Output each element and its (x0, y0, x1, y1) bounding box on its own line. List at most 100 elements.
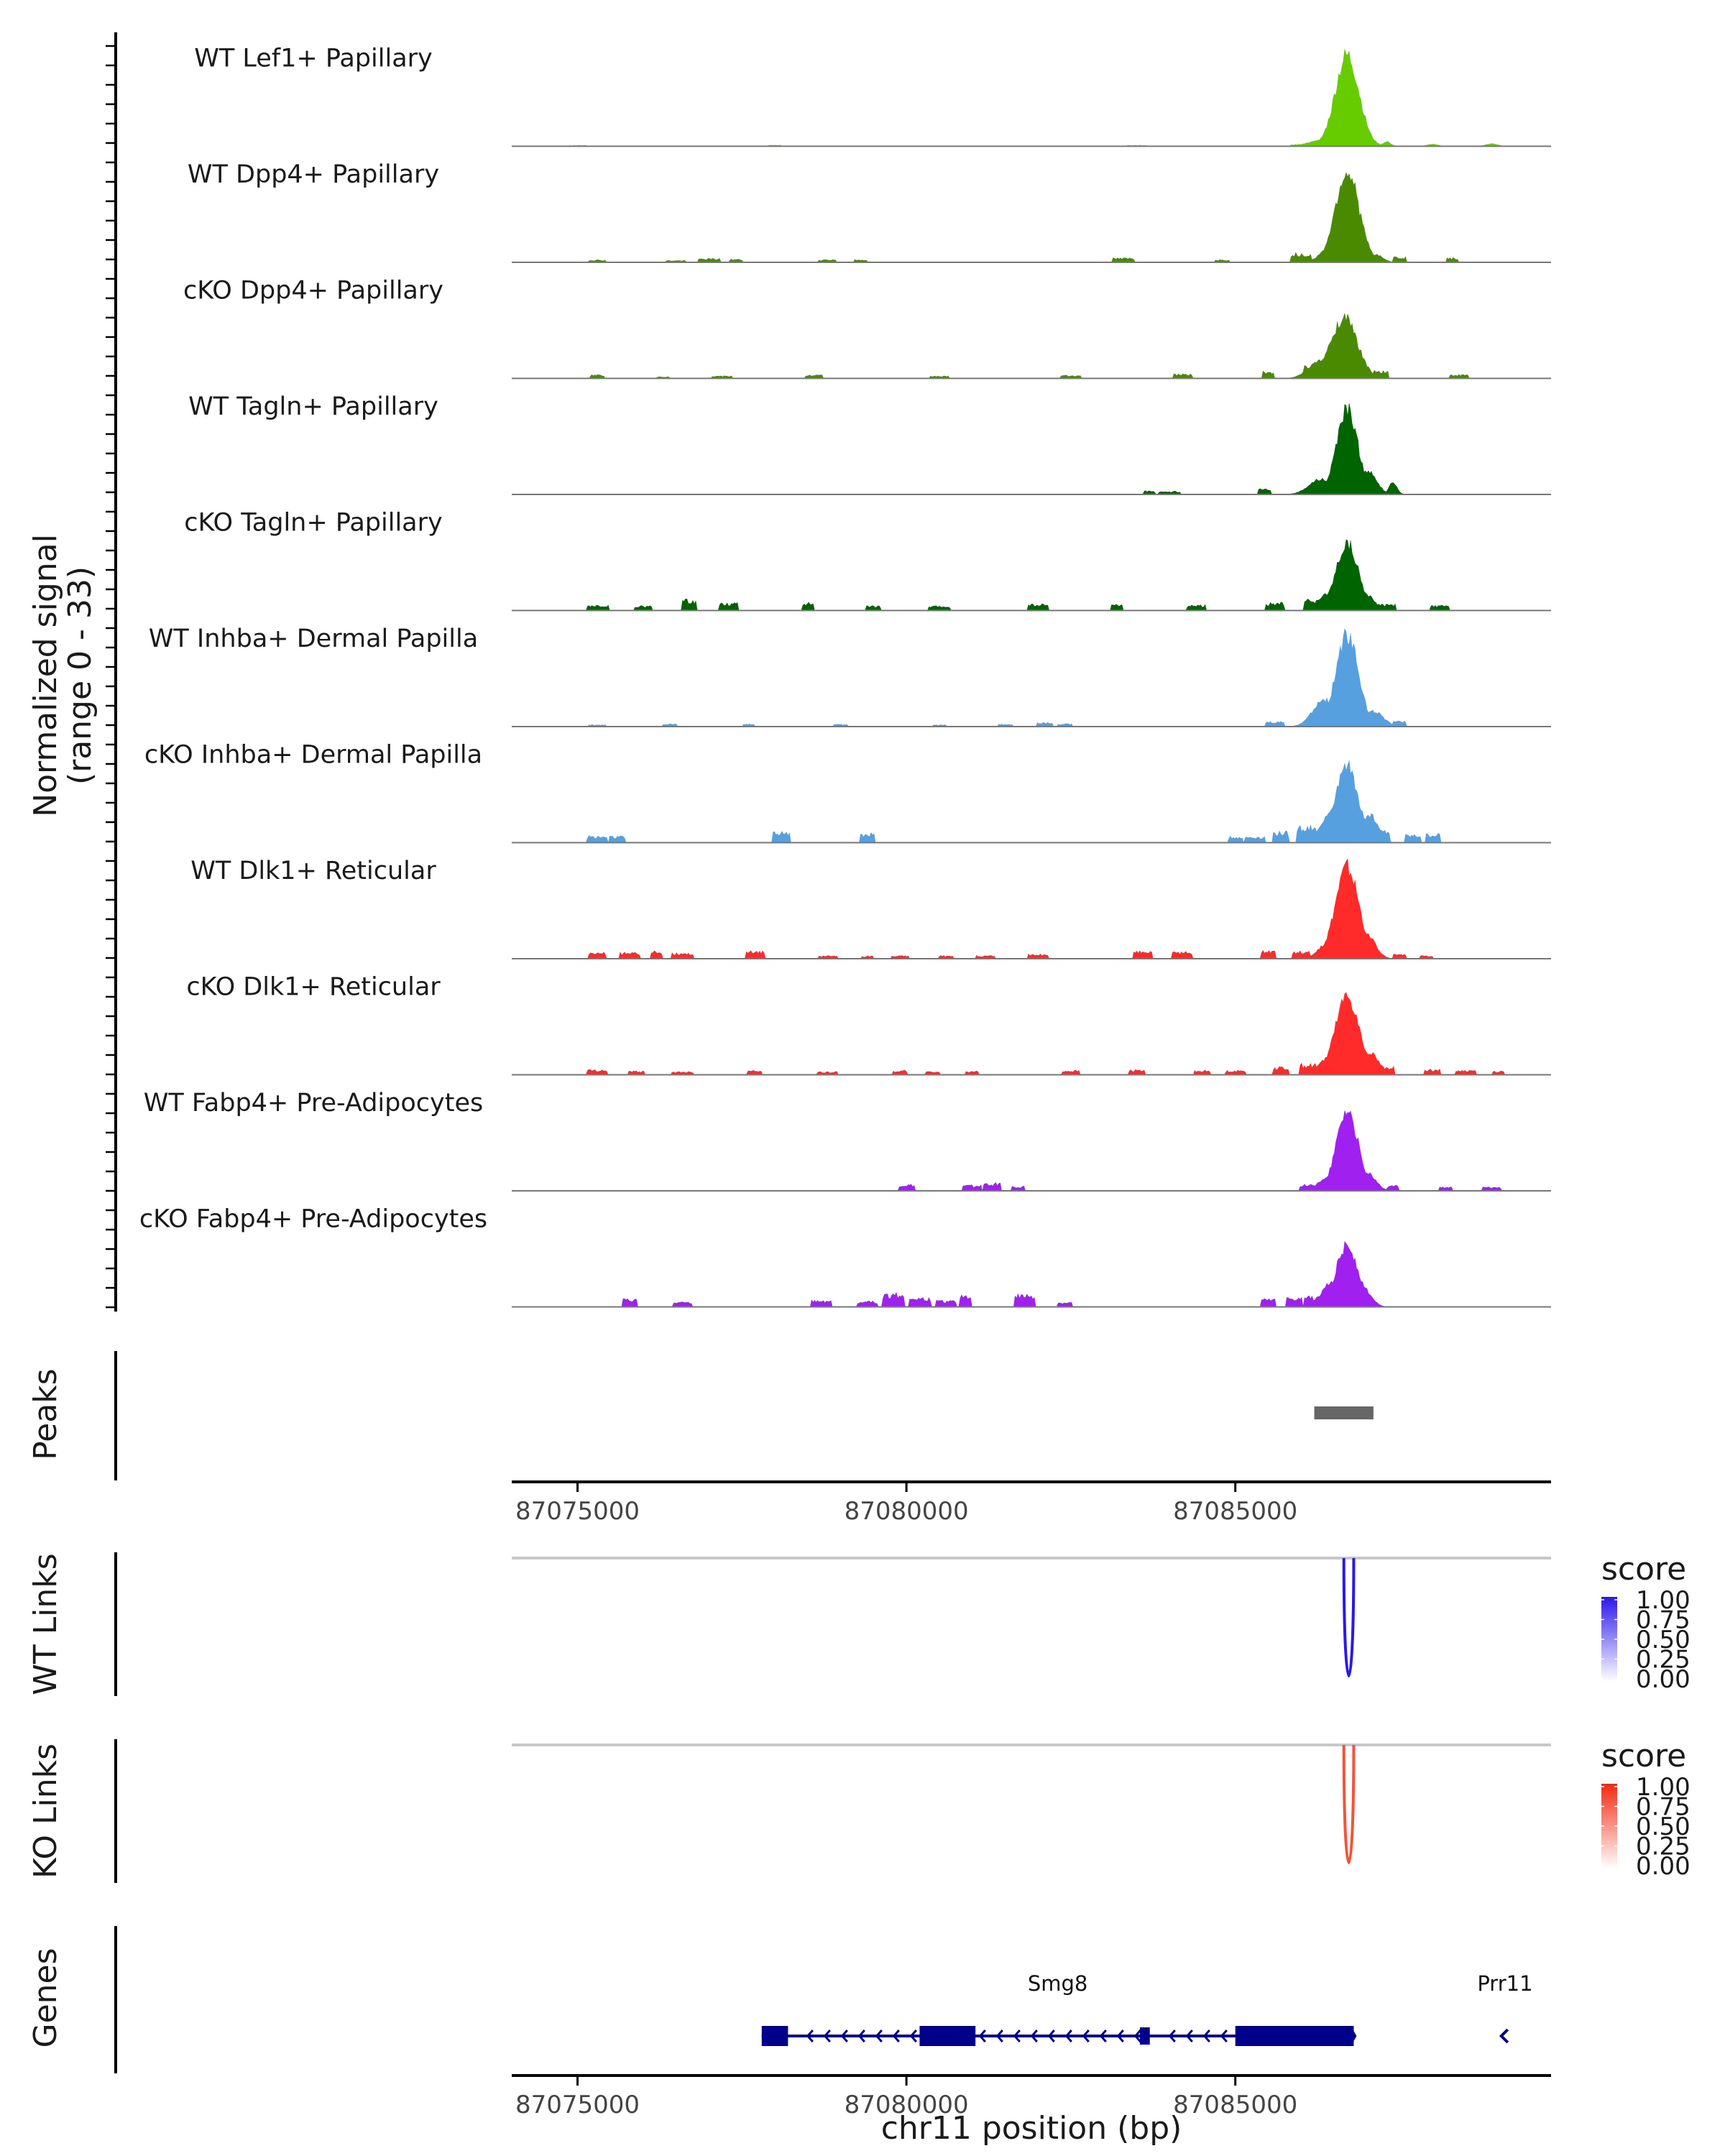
coverage-track: WT Lef1+ Papillary (194, 45, 1551, 147)
strand-arrow (1133, 2030, 1141, 2042)
legend-title: score (1601, 1738, 1686, 1774)
track-label: WT Tagln+ Papillary (188, 392, 438, 421)
coverage-area (512, 858, 1551, 959)
coverage-area (512, 1240, 1551, 1307)
axis-top-tick-label: 87080000 (845, 1497, 969, 1526)
gene-end-cap (1351, 2026, 1357, 2046)
coverage-track: WT Dpp4+ Papillary (188, 160, 1551, 263)
strand-arrow (857, 2030, 865, 2042)
legend-tick-label: 0.75 (1636, 1606, 1690, 1635)
genes-panel: Genes Smg8 Prr11 (27, 1926, 1533, 2073)
peak-marks (1314, 1406, 1374, 1419)
legend-colorbar (1601, 1784, 1617, 1869)
coverage-ylabel: Normalized signal (27, 534, 64, 817)
track-label: WT Inhba+ Dermal Papilla (149, 625, 478, 653)
strand-arrow (909, 2030, 917, 2042)
legend-tick-label: 0.00 (1636, 1665, 1690, 1694)
coverage-area (512, 760, 1551, 844)
strand-arrow (1116, 2030, 1124, 2042)
genes-label: Genes (27, 1948, 64, 2047)
coverage-area (512, 172, 1551, 263)
strand-arrow (1013, 2030, 1021, 2042)
coverage-track: cKO Inhba+ Dermal Papilla (144, 741, 1551, 844)
strand-arrow (1047, 2030, 1055, 2042)
legend-tick-label: 1.00 (1636, 1773, 1690, 1802)
link-arc (1342, 1557, 1356, 1677)
gene-name: Smg8 (1028, 1971, 1088, 1996)
coverage-y-ticks (106, 45, 116, 1309)
coverage-track: WT Tagln+ Papillary (188, 392, 1551, 495)
gene-exon (1235, 2026, 1354, 2046)
strand-arrow (1202, 2030, 1210, 2042)
legend-tick-label: 0.50 (1636, 1812, 1690, 1841)
coverage-track: cKO Dpp4+ Papillary (183, 277, 1551, 379)
axis-bottom-tick-label: 87085000 (1173, 2091, 1297, 2119)
strand-arrow (840, 2030, 848, 2042)
track-label: cKO Fabp4+ Pre-Adipocytes (139, 1205, 487, 1234)
gene-model: Smg8 (761, 1971, 1357, 2046)
legend-tick-label: 0.25 (1636, 1646, 1690, 1674)
strand-arrow (1082, 2030, 1090, 2042)
coverage-track: WT Dlk1+ Reticular (190, 857, 1551, 959)
track-label: WT Lef1+ Papillary (194, 45, 433, 73)
gene-exon (1140, 2027, 1150, 2045)
gene-exon (919, 2026, 976, 2046)
gene-model: Prr11 (1477, 1971, 1533, 2044)
genomic-axis-bottom: chr11 position (bp) 87075000 87080000 8708… (512, 2074, 1551, 2147)
coverage-panel: Normalized signal (range 0 - 33) WT Lef1… (27, 32, 1551, 1312)
coverage-area (512, 539, 1551, 611)
track-label: WT Dlk1+ Reticular (190, 857, 436, 885)
track-label: cKO Dlk1+ Reticular (186, 973, 441, 1002)
axis-bottom-tick-label: 87080000 (845, 2091, 969, 2119)
coverage-area (512, 992, 1551, 1075)
track-label: WT Dpp4+ Papillary (188, 160, 439, 189)
legend-tick-label: 0.50 (1636, 1626, 1690, 1654)
gene-exon (761, 2026, 788, 2046)
strand-arrow (978, 2030, 986, 2042)
coverage-area (512, 403, 1551, 495)
legend-tick-label: 0.25 (1636, 1833, 1690, 1861)
track-label: cKO Tagln+ Papillary (184, 509, 443, 538)
coverage-area (512, 1110, 1551, 1192)
strand-arrow (1064, 2030, 1072, 2042)
gene-models: Smg8 Prr11 (761, 1971, 1533, 2046)
strand-arrow (892, 2030, 900, 2042)
coverage-area (512, 313, 1551, 379)
legend-tick-label: 0.75 (1636, 1793, 1690, 1822)
strand-arrow (823, 2030, 831, 2042)
x-axis-label: chr11 position (bp) (881, 2110, 1182, 2147)
coverage-track: cKO Tagln+ Papillary (184, 509, 1551, 612)
coverage-track: cKO Fabp4+ Pre-Adipocytes (139, 1205, 1551, 1308)
strand-arrow (995, 2030, 1003, 2042)
legend-tick-label: 0.00 (1636, 1852, 1690, 1881)
strand-arrow (1220, 2030, 1228, 2042)
axis-bottom-tick-label: 87075000 (515, 2091, 640, 2119)
links-label: WT Links (27, 1553, 64, 1695)
genomic-axis-top: 87075000 87080000 87085000 (512, 1480, 1551, 1526)
coverage-track: cKO Dlk1+ Reticular (186, 973, 1551, 1076)
peaks-panel: Peaks (27, 1351, 1374, 1480)
coverage-area (512, 49, 1551, 147)
track-label: WT Fabp4+ Pre-Adipocytes (144, 1089, 483, 1118)
strand-arrow (1499, 2028, 1509, 2044)
link-arc (1342, 1744, 1356, 1864)
strand-arrow (806, 2030, 814, 2042)
links-label: KO Links (27, 1743, 64, 1879)
strand-arrow (1099, 2030, 1107, 2042)
coverage-track: WT Inhba+ Dermal Papilla (149, 625, 1551, 727)
peak-bar (1314, 1406, 1374, 1419)
axis-top-tick-label: 87075000 (515, 1497, 640, 1526)
peaks-label: Peaks (27, 1368, 64, 1460)
legend-colorbar (1601, 1597, 1617, 1682)
track-label: cKO Dpp4+ Papillary (183, 277, 443, 305)
legend-tick-label: 1.00 (1636, 1586, 1690, 1615)
strand-arrow (1030, 2030, 1038, 2042)
track-label: cKO Inhba+ Dermal Papilla (144, 741, 482, 770)
axis-top-tick-label: 87085000 (1173, 1497, 1297, 1526)
coverage-area (512, 628, 1551, 727)
coverage-ylabel-range: (range 0 - 33) (62, 566, 98, 785)
strand-arrow (1168, 2030, 1176, 2042)
